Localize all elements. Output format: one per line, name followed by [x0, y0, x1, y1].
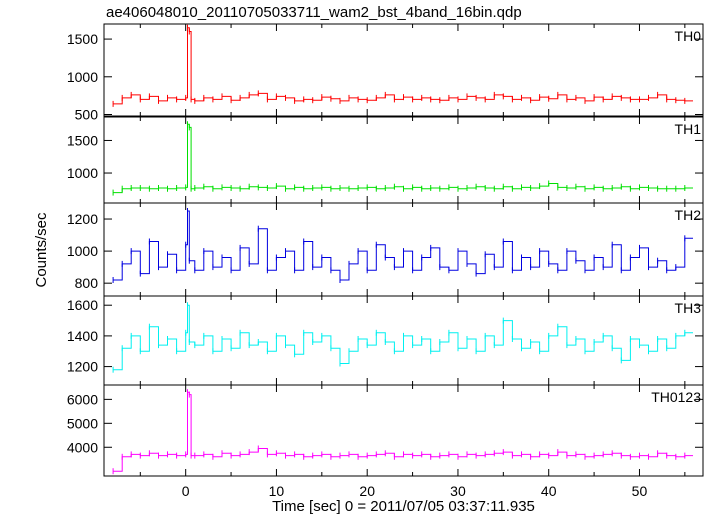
- panel-label-th2: TH2: [675, 207, 702, 223]
- series-line-th0: [113, 27, 693, 105]
- panel-label-th1: TH1: [675, 121, 702, 137]
- y-tick-label-th0123: 5000: [67, 415, 98, 431]
- series-line-th2: [113, 210, 693, 281]
- panel-label-th0123: TH0123: [651, 389, 701, 405]
- y-tick-label-th0123: 4000: [67, 439, 98, 455]
- y-tick-label-th2: 1200: [67, 211, 98, 227]
- series-line-th1: [113, 123, 693, 194]
- y-tick-label-th2: 800: [75, 275, 99, 291]
- panel-label-th3: TH3: [675, 300, 702, 316]
- y-tick-label-th2: 1000: [67, 243, 98, 259]
- chart-title: ae406048010_20110705033711_wam2_bst_4ban…: [106, 4, 522, 21]
- y-tick-label-th0: 1500: [67, 31, 98, 47]
- y-tick-label-th0: 500: [75, 106, 99, 122]
- panel-label-th0: TH0: [675, 28, 702, 44]
- y-tick-label-th0123: 6000: [67, 391, 98, 407]
- y-tick-label-th1: 1000: [67, 165, 98, 181]
- panel-frame-th0123: [103, 384, 704, 477]
- y-tick-label-th3: 1200: [67, 359, 98, 375]
- y-tick-label-th3: 1600: [67, 297, 98, 313]
- y-tick-label-th1: 1500: [67, 132, 98, 148]
- panel-frame-th0: [103, 23, 704, 117]
- y-axis-label: Counts/sec: [33, 212, 50, 288]
- x-axis-label: Time [sec] 0 = 2011/07/05 03:37:11.935: [272, 498, 535, 515]
- series-line-th0123: [113, 391, 693, 472]
- x-tick-label: 20: [359, 483, 375, 499]
- x-tick-label: 0: [182, 483, 190, 499]
- x-tick-label: 30: [450, 483, 466, 499]
- x-tick-label: 40: [541, 483, 557, 499]
- x-tick-label: 10: [269, 483, 285, 499]
- x-tick-label: 50: [632, 483, 648, 499]
- y-tick-label-th0: 1000: [67, 69, 98, 85]
- y-tick-label-th3: 1400: [67, 328, 98, 344]
